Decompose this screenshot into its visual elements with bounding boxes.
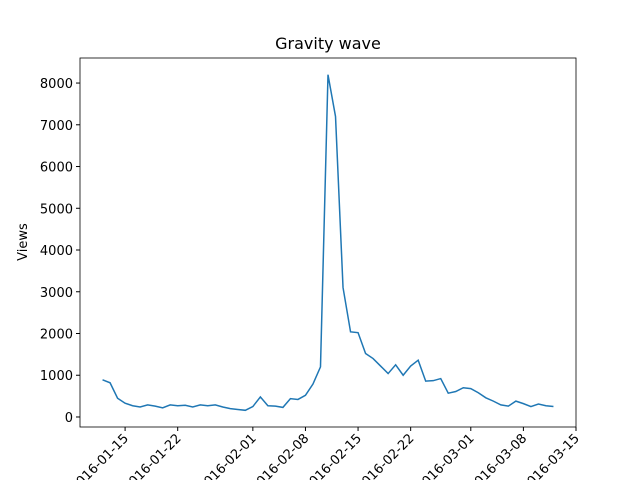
chart-title: Gravity wave [275, 34, 381, 53]
y-tick-label: 4000 [40, 244, 73, 259]
y-tick-label: 0 [65, 411, 73, 426]
plot-frame [79, 57, 577, 428]
y-tick-label: 7000 [40, 119, 73, 134]
y-tick-label: 2000 [40, 327, 73, 342]
x-tick-label: 2016-01-22 [120, 431, 184, 480]
y-tick-label: 3000 [40, 286, 73, 301]
y-tick-label: 6000 [40, 161, 73, 176]
y-tick-label: 8000 [40, 77, 73, 92]
x-tick-label: 2016-01-15 [68, 431, 132, 480]
line [102, 74, 554, 412]
x-tick-label: 2016-03-01 [414, 431, 478, 480]
x-tick-label: 2016-02-22 [353, 431, 417, 480]
x-tick-label: 2016-03-15 [519, 431, 583, 480]
x-tick-label: 2016-02-01 [196, 431, 260, 480]
x-tick-label: 2016-02-15 [301, 431, 365, 480]
y-tick-label: 5000 [40, 202, 73, 217]
y-tick-label: 1000 [40, 369, 73, 384]
y-axis-label: Views [16, 223, 31, 261]
x-tick-label: 2016-03-08 [466, 431, 530, 480]
x-tick-label: 2016-02-08 [248, 431, 312, 480]
